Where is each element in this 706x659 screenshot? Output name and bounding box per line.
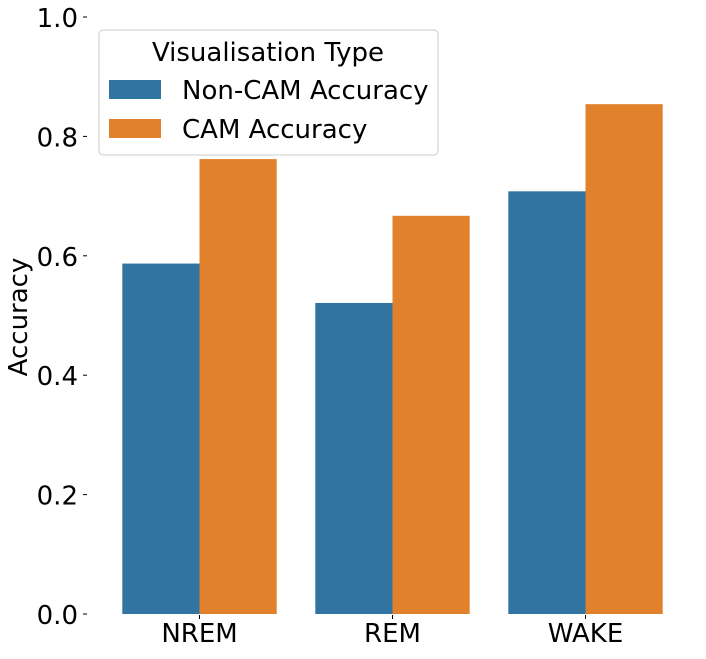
y-tick-label: 0.4 [37, 362, 78, 392]
y-tick-label: 1.0 [37, 4, 78, 34]
bar-wake-non-cam-accuracy [508, 191, 586, 614]
x-tick-label: REM [364, 619, 421, 649]
x-tick-label: NREM [161, 619, 237, 649]
legend-swatch [109, 119, 161, 138]
x-tick-label: WAKE [548, 619, 624, 649]
y-tick-label: 0.8 [37, 123, 78, 153]
legend-label: CAM Accuracy [182, 115, 367, 145]
y-tick-label: 0.0 [37, 601, 78, 631]
legend-frame [98, 29, 439, 156]
legend-label: Non-CAM Accuracy [182, 76, 429, 106]
bar-wake-cam-accuracy [585, 104, 663, 615]
y-axis-label: Accuracy [4, 258, 34, 377]
x-axis: NREM REM WAKE [161, 615, 623, 649]
bar-nrem-non-cam-accuracy [122, 263, 200, 614]
bar-nrem-cam-accuracy [199, 159, 277, 614]
legend-title: Visualisation Type [152, 38, 384, 68]
legend: Visualisation Type Non-CAM Accuracy CAM A… [98, 29, 439, 156]
bar-rem-non-cam-accuracy [315, 302, 393, 614]
y-tick-label: 0.6 [37, 243, 78, 273]
bars [122, 104, 663, 615]
y-axis: 0.0 0.2 0.4 0.6 0.8 1.0 [37, 4, 87, 631]
y-tick-label: 0.2 [37, 482, 78, 512]
bar-rem-cam-accuracy [392, 215, 470, 614]
legend-swatch [109, 80, 161, 99]
